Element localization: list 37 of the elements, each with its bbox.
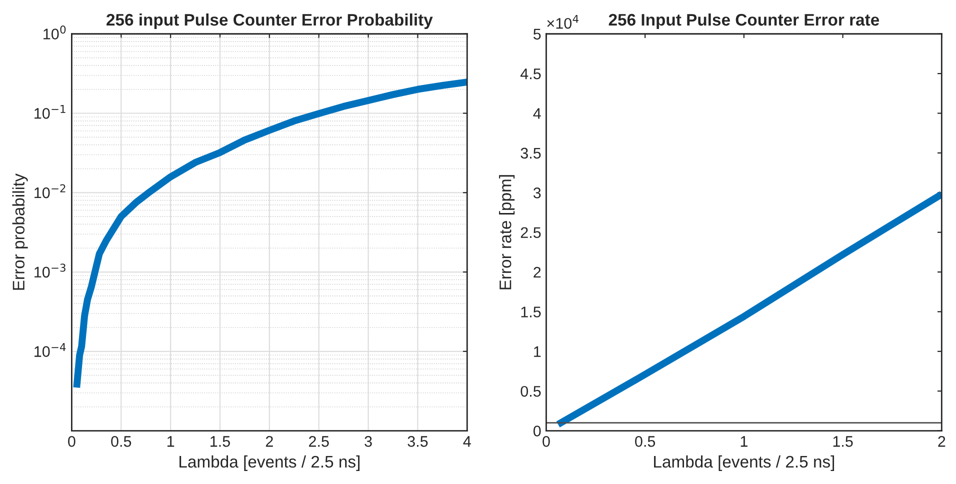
y-tick-label: 10$^{−3}$: [34, 264, 66, 278]
y-tick-label: 3.5: [520, 148, 541, 159]
chart-title: 256 input Pulse Counter Error Probability: [106, 13, 433, 30]
x-tick-label: 1: [167, 436, 174, 447]
x-axis-title: Lambda [events / 2.5 ns]: [654, 455, 834, 471]
y-tick-label: 2.5: [520, 227, 541, 238]
x-tick-label: 3.5: [408, 436, 428, 447]
x-tick-label: 1: [740, 436, 748, 447]
x-tick-label: 1.5: [210, 436, 230, 447]
y-tick-label: 4.5: [520, 68, 541, 80]
x-tick-label: 1.5: [833, 436, 853, 447]
y-tick-label: 10$^{−1}$: [34, 105, 66, 119]
y-tick-label: 3: [533, 188, 541, 198]
x-tick-label: 0: [542, 436, 550, 447]
y-axis-title: Error probability: [12, 174, 28, 290]
x-tick-label: 0: [68, 436, 76, 447]
y-tick-label: 0.5: [520, 386, 541, 397]
y-tick-label: 4: [533, 108, 541, 119]
text: ×10$^{4}$: [547, 14, 578, 29]
x-tick-label: 0.5: [635, 436, 656, 447]
chart-title: 256 Input Pulse Counter Error rate: [608, 13, 880, 30]
y-tick-label: 2: [534, 266, 541, 278]
y-tick-label: 10$^{−4}$: [34, 343, 66, 357]
y-axis-title: Error rate [ppm]: [499, 175, 515, 290]
x-tick-label: 2: [938, 436, 946, 447]
y-tick-label: 0: [533, 426, 541, 436]
y-tick-label: 10$^{−2}$: [34, 184, 66, 198]
x-tick-label: 3: [364, 436, 372, 447]
y-tick-label: 5: [533, 28, 541, 40]
x-tick-label: 2: [266, 436, 273, 447]
x-axis-title: Lambda [events / 2.5 ns]: [180, 455, 360, 471]
x-tick-label: 2.5: [309, 436, 329, 447]
y-tick-label: 1.5: [521, 306, 541, 318]
y-tick-label: 1: [534, 346, 541, 357]
x-tick-label: 4: [463, 436, 471, 447]
y-tick-label: 10$^{0}$: [44, 26, 66, 40]
x-tick-label: 0.5: [111, 436, 132, 447]
